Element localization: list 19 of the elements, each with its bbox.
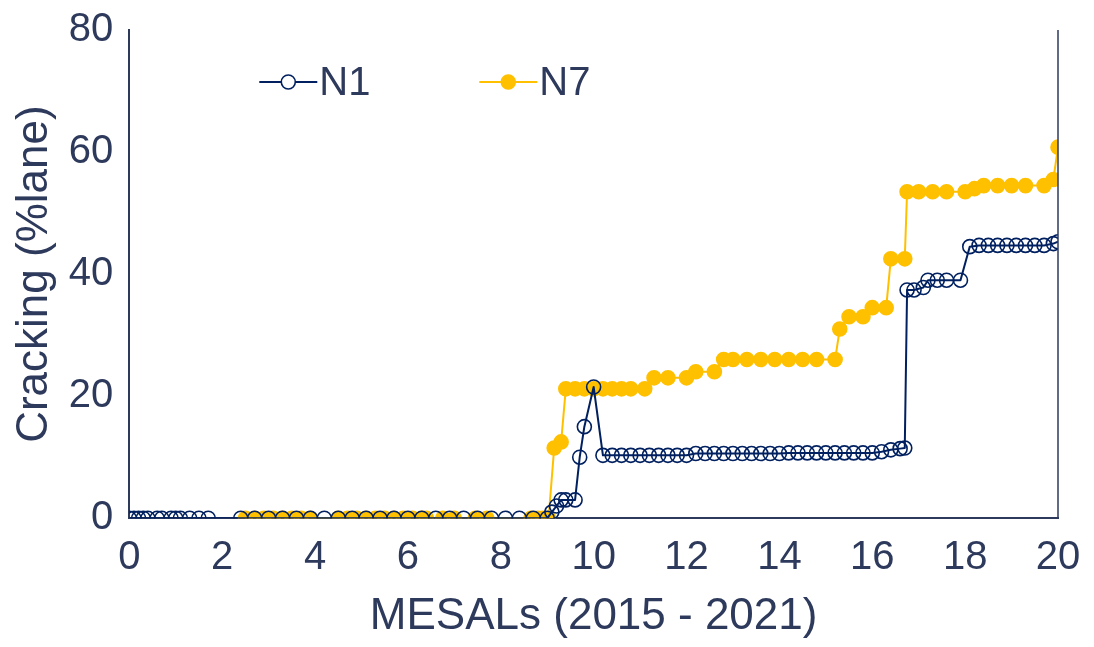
x-tick-label: 6 <box>396 533 420 578</box>
x-tick-label: 8 <box>489 533 512 578</box>
y-axis-title: Cracking (%lane) <box>6 105 56 443</box>
x-tick-label: 16 <box>850 533 895 578</box>
y-tick-label: 60 <box>68 127 114 172</box>
y-tick-label: 20 <box>68 371 114 416</box>
legend-label: N1 <box>319 59 371 104</box>
x-tick-label: 18 <box>942 533 988 578</box>
y-tick-label: 40 <box>68 249 114 294</box>
x-tick-label: 14 <box>757 533 802 578</box>
x-tick-label: 4 <box>303 533 327 578</box>
x-tick-label: 12 <box>664 533 709 578</box>
y-tick-label: 80 <box>68 5 114 50</box>
x-tick-label: 20 <box>1035 533 1081 578</box>
x-tick-label: 2 <box>211 533 234 578</box>
x-axis-title: MESALs (2015 - 2021) <box>369 588 818 638</box>
x-tick-label: 10 <box>571 533 616 578</box>
y-tick-label: 0 <box>91 493 114 538</box>
legend-label: N7 <box>539 59 591 104</box>
